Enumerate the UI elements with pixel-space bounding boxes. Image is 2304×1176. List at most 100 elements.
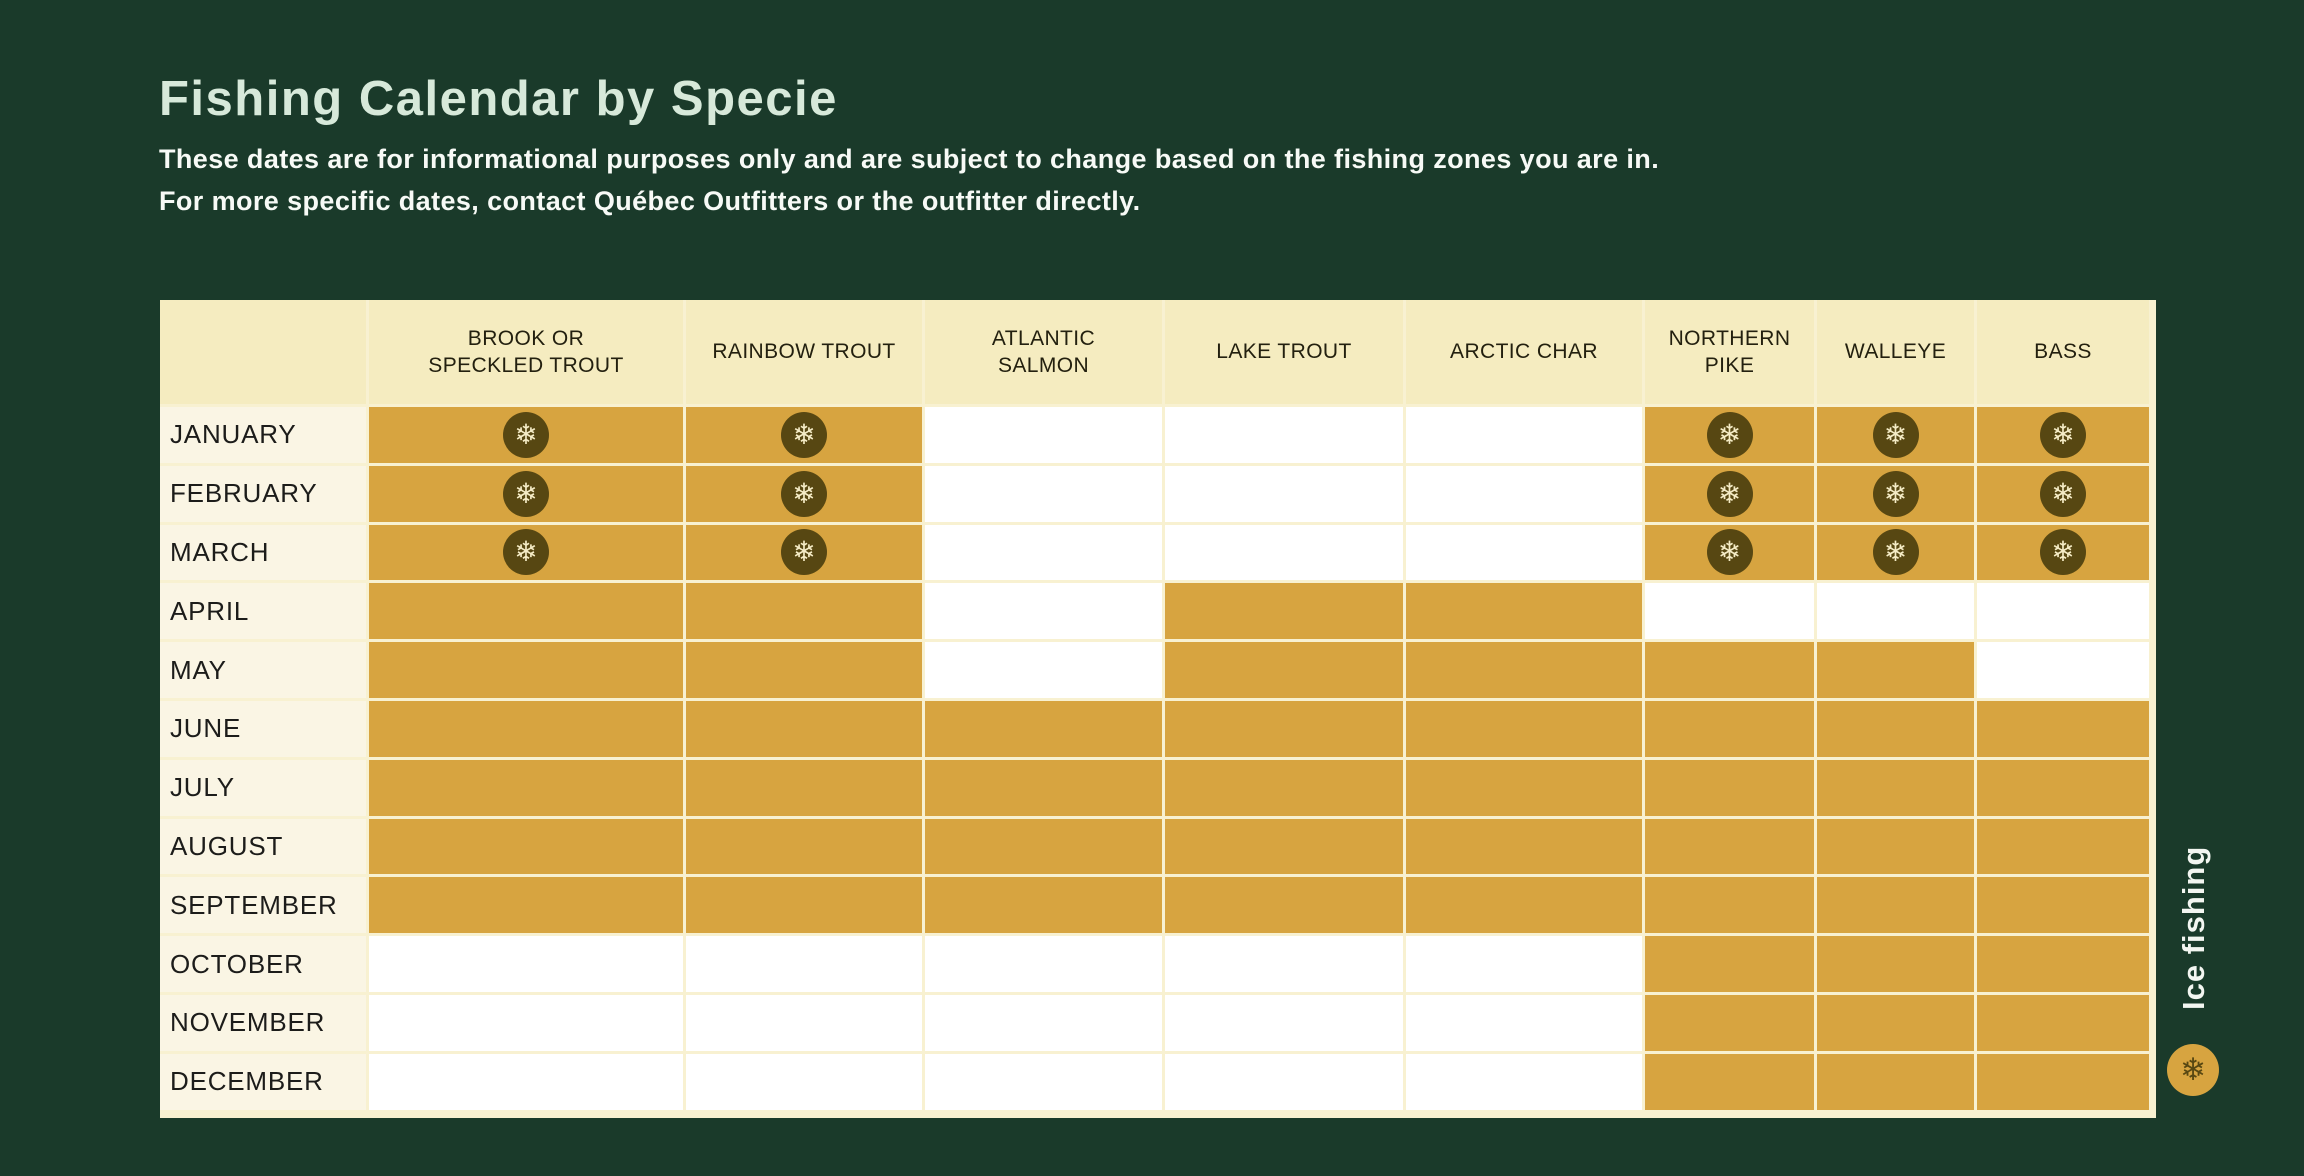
ice-fishing-icon: ❄ — [1706, 411, 1753, 458]
calendar-cell-february-col7: ❄ — [1977, 465, 2149, 522]
calendar-cell-november-col2 — [925, 994, 1162, 1051]
calendar-cell-march-col5: ❄ — [1645, 524, 1814, 581]
calendar-cell-june-col1 — [686, 700, 922, 757]
ice-fishing-icon: ❄ — [503, 470, 549, 517]
calendar-cell-december-col0 — [369, 1053, 683, 1110]
column-header-label: BASS — [2034, 340, 2092, 364]
column-header-walleye: WALLEYE — [1817, 300, 1974, 404]
calendar-cell-december-col1 — [686, 1053, 922, 1110]
calendar-cell-may-col0 — [369, 642, 683, 698]
calendar-cell-april-col6 — [1817, 583, 1974, 640]
calendar-cell-may-col7 — [1977, 642, 2149, 698]
calendar-cell-november-col0 — [369, 994, 683, 1051]
month-label-august: AUGUST — [160, 818, 366, 875]
calendar-cell-june-col5 — [1645, 700, 1814, 757]
calendar-cell-february-col2 — [925, 465, 1162, 522]
calendar-cell-march-col2 — [925, 524, 1162, 581]
calendar-cell-september-col2 — [925, 877, 1162, 934]
calendar-cell-december-col7 — [1977, 1053, 2149, 1110]
calendar-cell-november-col3 — [1165, 994, 1403, 1051]
corner-cell — [160, 300, 366, 404]
calendar-cell-june-col4 — [1406, 700, 1642, 757]
subtitle-line-1: These dates are for informational purpos… — [159, 144, 1660, 174]
calendar-cell-june-col7 — [1977, 700, 2149, 757]
calendar-cell-april-col1 — [686, 583, 922, 640]
month-label-january: JANUARY — [160, 407, 366, 463]
calendar-cell-march-col6: ❄ — [1817, 524, 1974, 581]
column-header-label: RAINBOW TROUT — [712, 340, 896, 364]
calendar-cell-january-col7: ❄ — [1977, 407, 2149, 463]
column-header-brook-or-speckled-trout: BROOK OR SPECKLED TROUT — [369, 300, 683, 404]
month-label-july: JULY — [160, 759, 366, 816]
calendar-cell-july-col2 — [925, 759, 1162, 816]
calendar-cell-august-col1 — [686, 818, 922, 875]
calendar-cell-april-col0 — [369, 583, 683, 640]
column-header-label: ARCTIC CHAR — [1450, 340, 1598, 364]
calendar-cell-january-col4 — [1406, 407, 1642, 463]
calendar-table: BROOK OR SPECKLED TROUT RAINBOW TROUT ATLA… — [160, 300, 2149, 1110]
calendar-cell-april-col4 — [1406, 583, 1642, 640]
month-label-december: DECEMBER — [160, 1053, 366, 1110]
ice-fishing-icon: ❄ — [1872, 411, 1919, 458]
calendar-cell-january-col6: ❄ — [1817, 407, 1974, 463]
calendar-cell-august-col5 — [1645, 818, 1814, 875]
ice-fishing-icon: ❄ — [2040, 529, 2086, 576]
month-label-may: MAY — [160, 642, 366, 698]
calendar-cell-september-col1 — [686, 877, 922, 934]
ice-fishing-icon: ❄ — [2040, 411, 2086, 458]
month-label-november: NOVEMBER — [160, 994, 366, 1051]
calendar-cell-august-col7 — [1977, 818, 2149, 875]
calendar-cell-september-col4 — [1406, 877, 1642, 934]
ice-fishing-legend-label: Ice fishing — [2176, 845, 2211, 1011]
calendar-cell-june-col3 — [1165, 700, 1403, 757]
page-subtitle: These dates are for informational purpos… — [159, 138, 1659, 222]
column-header-label: NORTHERN PIKE — [1668, 326, 1791, 377]
calendar-cell-october-col1 — [686, 936, 922, 992]
month-label-march: MARCH — [160, 524, 366, 581]
ice-fishing-icon: ❄ — [781, 411, 827, 458]
calendar-cell-september-col0 — [369, 877, 683, 934]
calendar-cell-may-col2 — [925, 642, 1162, 698]
column-header-lake-trout: LAKE TROUT — [1165, 300, 1403, 404]
calendar-cell-august-col4 — [1406, 818, 1642, 875]
calendar-cell-april-col2 — [925, 583, 1162, 640]
calendar-cell-july-col4 — [1406, 759, 1642, 816]
calendar-cell-november-col4 — [1406, 994, 1642, 1051]
calendar-cell-october-col4 — [1406, 936, 1642, 992]
month-label-october: OCTOBER — [160, 936, 366, 992]
calendar-cell-march-col3 — [1165, 524, 1403, 581]
page-title: Fishing Calendar by Specie — [159, 71, 838, 126]
calendar-cell-may-col5 — [1645, 642, 1814, 698]
calendar-cell-july-col0 — [369, 759, 683, 816]
calendar-cell-december-col4 — [1406, 1053, 1642, 1110]
calendar-cell-january-col1: ❄ — [686, 407, 922, 463]
ice-fishing-icon: ❄ — [781, 470, 827, 517]
calendar-cell-june-col0 — [369, 700, 683, 757]
calendar-cell-october-col5 — [1645, 936, 1814, 992]
calendar-cell-august-col6 — [1817, 818, 1974, 875]
calendar-cell-may-col4 — [1406, 642, 1642, 698]
snowflake-glyph: ❄ — [2180, 1051, 2206, 1088]
calendar-cell-august-col2 — [925, 818, 1162, 875]
calendar-cell-february-col0: ❄ — [369, 465, 683, 522]
month-label-september: SEPTEMBER — [160, 877, 366, 934]
calendar-cell-august-col0 — [369, 818, 683, 875]
calendar-cell-july-col3 — [1165, 759, 1403, 816]
calendar-cell-september-col5 — [1645, 877, 1814, 934]
calendar-cell-july-col7 — [1977, 759, 2149, 816]
calendar-cell-april-col7 — [1977, 583, 2149, 640]
ice-fishing-icon: ❄ — [781, 529, 827, 576]
calendar-cell-july-col1 — [686, 759, 922, 816]
calendar-cell-march-col1: ❄ — [686, 524, 922, 581]
calendar-cell-march-col7: ❄ — [1977, 524, 2149, 581]
column-header-bass: BASS — [1977, 300, 2149, 404]
column-header-northern-pike: NORTHERN PIKE — [1645, 300, 1814, 404]
calendar-cell-december-col5 — [1645, 1053, 1814, 1110]
calendar-cell-april-col3 — [1165, 583, 1403, 640]
calendar-cell-october-col3 — [1165, 936, 1403, 992]
column-header-label: LAKE TROUT — [1216, 340, 1352, 364]
calendar-table-frame: BROOK OR SPECKLED TROUT RAINBOW TROUT ATLA… — [160, 300, 2156, 1118]
ice-fishing-icon: ❄ — [503, 529, 549, 576]
calendar-cell-january-col5: ❄ — [1645, 407, 1814, 463]
